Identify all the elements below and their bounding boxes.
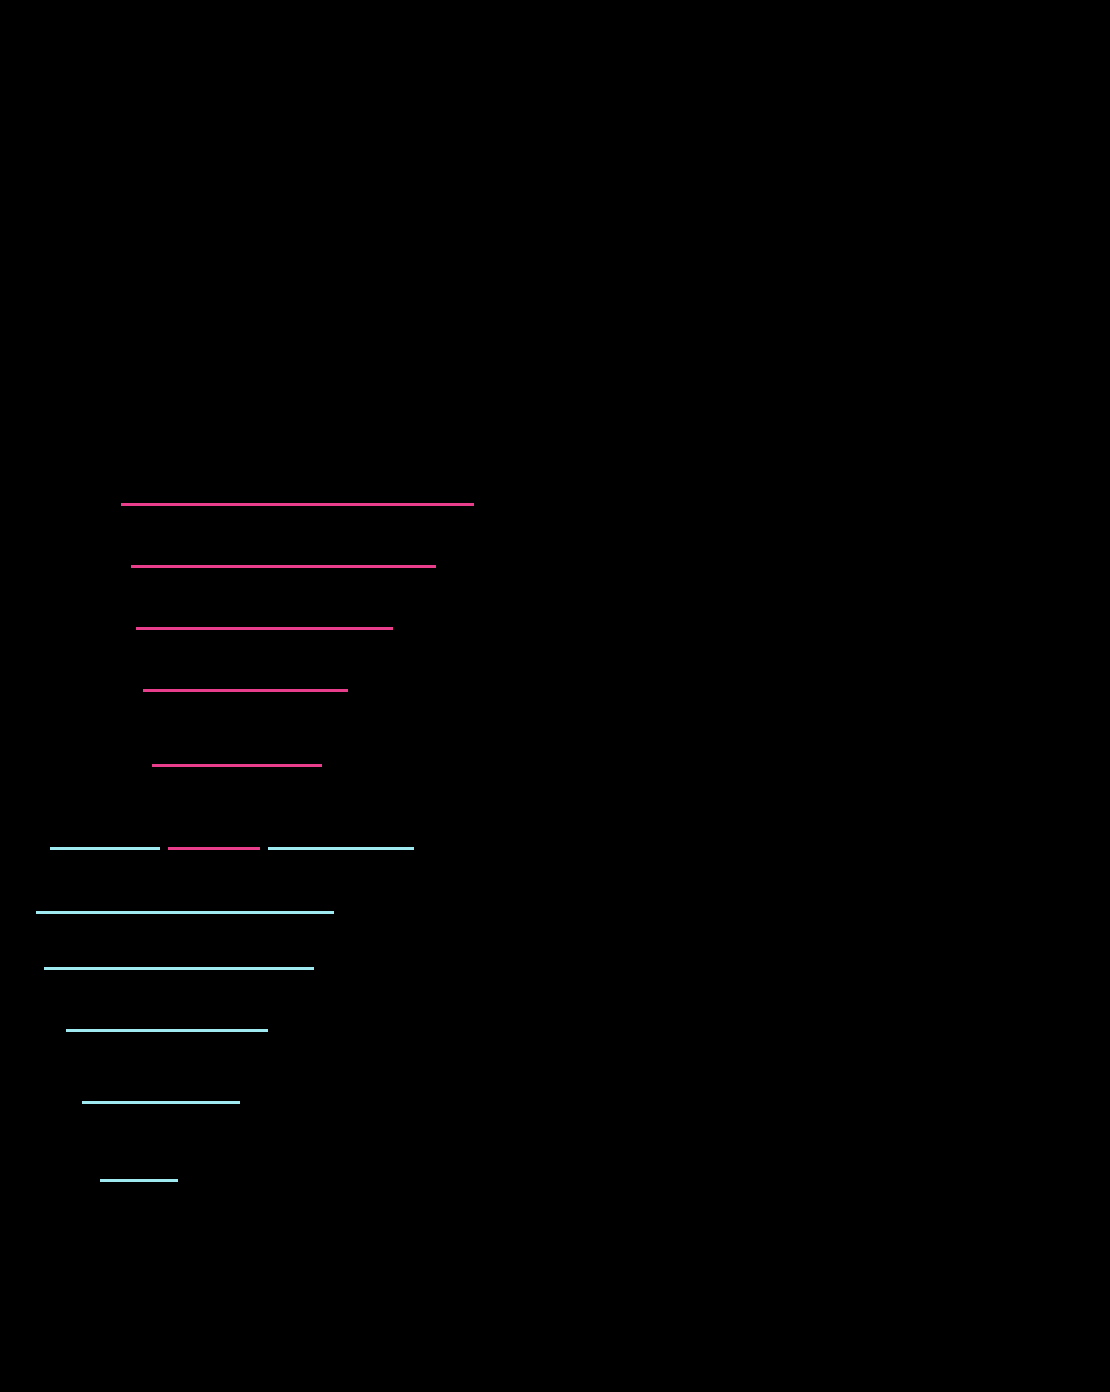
lower-cyan-line-4 <box>100 1179 178 1182</box>
row6-mixed-line-2 <box>268 847 414 850</box>
lower-cyan-line-1 <box>44 967 314 970</box>
upper-pink-line-2 <box>136 627 393 630</box>
lower-cyan-line-0 <box>36 911 334 914</box>
lower-cyan-line-2 <box>66 1029 268 1032</box>
chart-canvas <box>0 0 1110 1392</box>
upper-pink-line-0 <box>121 503 474 506</box>
upper-pink-line-1 <box>131 565 436 568</box>
row6-mixed-line-0 <box>50 847 160 850</box>
upper-pink-line-3 <box>143 689 348 692</box>
row6-mixed-line-1 <box>168 847 260 850</box>
upper-pink-line-4 <box>152 764 322 767</box>
lower-cyan-line-3 <box>82 1101 240 1104</box>
